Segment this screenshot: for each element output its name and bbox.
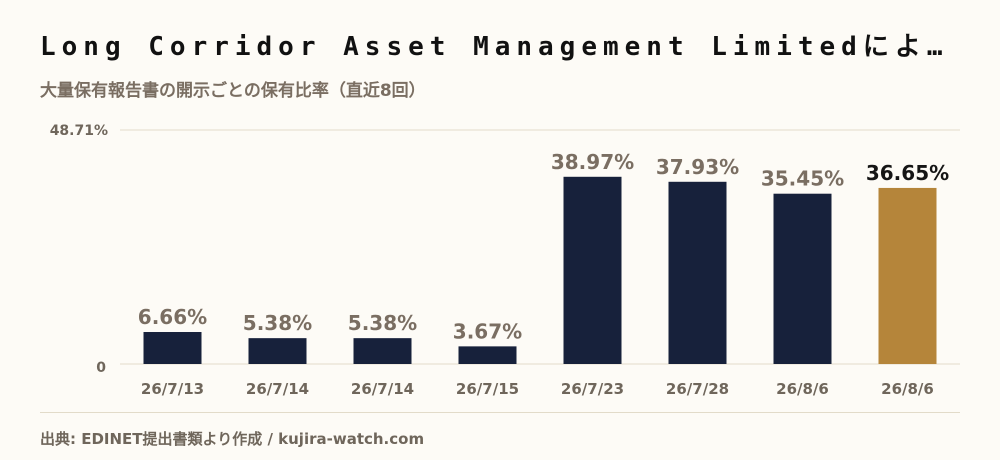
footer-divider: [40, 412, 960, 413]
value-label-2: 5.38%: [243, 311, 312, 335]
y-tick-label-max: 48.71%: [50, 123, 108, 139]
bar-7: [773, 193, 832, 364]
value-label-6: 37.93%: [656, 155, 739, 179]
category-label-5: 26/7/23: [561, 380, 624, 398]
bar-5: [563, 176, 622, 364]
value-label-7: 35.45%: [761, 167, 844, 191]
category-label-6: 26/7/28: [666, 380, 729, 398]
bar-4: [458, 346, 517, 364]
category-label-3: 26/7/14: [351, 380, 414, 398]
value-label-3: 5.38%: [348, 311, 417, 335]
bar-3: [353, 338, 412, 364]
value-label-8: 36.65%: [866, 161, 949, 185]
bar-6: [668, 181, 727, 364]
category-label-2: 26/7/14: [246, 380, 309, 398]
y-tick-label-zero: 0: [96, 360, 106, 376]
source-note: 出典: EDINET提出書類より作成 / kujira-watch.com: [40, 430, 425, 448]
bar-8: [878, 187, 937, 364]
bar-chart: 48.71% 0 6.66% 26/7/13 5.38% 26/7/14 5.38% 26/…: [50, 123, 960, 398]
value-label-1: 6.66%: [138, 305, 207, 329]
value-label-4: 3.67%: [453, 319, 522, 343]
category-label-7: 26/8/6: [776, 380, 829, 398]
bar-1: [143, 332, 202, 364]
bar-2: [248, 338, 307, 364]
chart-subtitle: 大量保有報告書の開示ごとの保有比率（直近8回）: [40, 81, 426, 101]
category-label-8: 26/8/6: [881, 380, 934, 398]
category-label-4: 26/7/15: [456, 380, 519, 398]
value-label-5: 38.97%: [551, 150, 634, 174]
category-label-1: 26/7/13: [141, 380, 204, 398]
